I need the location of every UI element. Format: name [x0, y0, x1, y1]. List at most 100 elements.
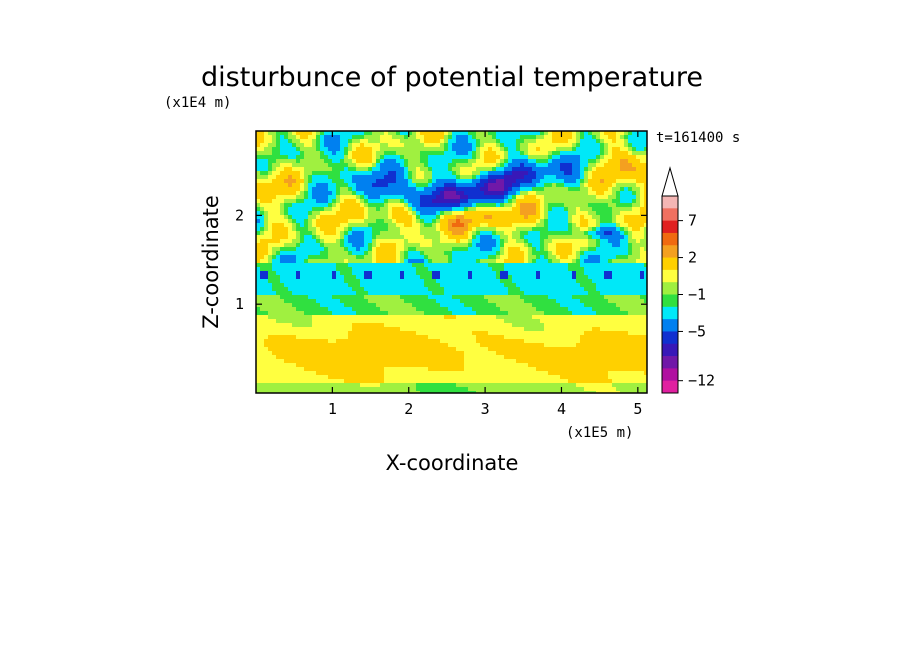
heatmap-cell [452, 207, 457, 212]
heatmap-cell [600, 271, 605, 276]
heatmap-cell [304, 239, 309, 244]
heatmap-cell [388, 135, 393, 140]
heatmap-cell [308, 215, 313, 220]
heatmap-cell [512, 207, 517, 212]
heatmap-cell [404, 307, 409, 312]
heatmap-cell [288, 211, 293, 216]
heatmap-cell [336, 255, 341, 260]
heatmap-cell [540, 259, 545, 264]
heatmap-cell [568, 243, 573, 248]
heatmap-cell [400, 287, 405, 292]
heatmap-cell [364, 195, 369, 200]
heatmap-cell [556, 315, 561, 320]
heatmap-cell [544, 159, 549, 164]
heatmap-cell [344, 331, 349, 336]
heatmap-cell [412, 167, 417, 172]
heatmap-cell [396, 295, 401, 300]
heatmap-cell [560, 223, 565, 228]
heatmap-cell [340, 283, 345, 288]
heatmap-cell [408, 283, 413, 288]
heatmap-cell [564, 283, 569, 288]
heatmap-cell [280, 203, 285, 208]
heatmap-cell [604, 255, 609, 260]
heatmap-cell [284, 299, 289, 304]
heatmap-cell [352, 179, 357, 184]
heatmap-cell [464, 163, 469, 168]
heatmap-cell [564, 263, 569, 268]
heatmap-cell [624, 139, 629, 144]
heatmap-cell [256, 223, 261, 228]
heatmap-cell [344, 183, 349, 188]
heatmap-cell [372, 247, 377, 252]
heatmap-cell [548, 283, 553, 288]
heatmap-cell [496, 331, 501, 336]
heatmap-cell [564, 239, 569, 244]
heatmap-cell [588, 299, 593, 304]
heatmap-cell [608, 327, 613, 332]
heatmap-cell [592, 327, 597, 332]
heatmap-cell [500, 235, 505, 240]
heatmap-cell [332, 195, 337, 200]
heatmap-cell [624, 159, 629, 164]
heatmap-cell [492, 259, 497, 264]
heatmap-cell [320, 227, 325, 232]
heatmap-cell [560, 151, 565, 156]
heatmap-cell [364, 219, 369, 224]
heatmap-cell [628, 143, 633, 148]
heatmap-cell [556, 175, 561, 180]
heatmap-cell [472, 291, 477, 296]
heatmap-cell [404, 227, 409, 232]
heatmap-cell [508, 223, 513, 228]
heatmap-cell [272, 187, 277, 192]
heatmap-cell [264, 267, 269, 272]
heatmap-cell [376, 131, 381, 136]
heatmap-cell [544, 135, 549, 140]
heatmap-cell [444, 243, 449, 248]
heatmap-cell [472, 175, 477, 180]
heatmap-cell [360, 135, 365, 140]
heatmap-cell [624, 231, 629, 236]
heatmap-cell [548, 235, 553, 240]
heatmap-cell [548, 251, 553, 256]
heatmap-cell [312, 307, 317, 312]
heatmap-cell [324, 191, 329, 196]
heatmap-cell [356, 247, 361, 252]
heatmap-cell [416, 163, 421, 168]
heatmap-cell [400, 215, 405, 220]
heatmap-cell [480, 307, 485, 312]
heatmap-cell [596, 311, 601, 316]
heatmap-cell [348, 295, 353, 300]
heatmap-cell [396, 311, 401, 316]
heatmap-cell [420, 211, 425, 216]
heatmap-cell [480, 151, 485, 156]
heatmap-cell [592, 215, 597, 220]
heatmap-cell [552, 227, 557, 232]
heatmap-cell [544, 231, 549, 236]
heatmap-cell [448, 263, 453, 268]
heatmap-cell [364, 135, 369, 140]
heatmap-cell [384, 139, 389, 144]
heatmap-cell [620, 231, 625, 236]
heatmap-cell [600, 327, 605, 332]
heatmap-cell [584, 135, 589, 140]
heatmap-cell [548, 231, 553, 236]
heatmap-cell [556, 171, 561, 176]
heatmap-cell [624, 187, 629, 192]
heatmap-cell [508, 143, 513, 148]
heatmap-cell [300, 255, 305, 260]
heatmap-cell [408, 303, 413, 308]
heatmap-cell [320, 267, 325, 272]
heatmap-cell [564, 327, 569, 332]
heatmap-cell [560, 199, 565, 204]
heatmap-cell [376, 319, 381, 324]
heatmap-cell [520, 143, 525, 148]
heatmap-cell [388, 299, 393, 304]
heatmap-cell [552, 327, 557, 332]
heatmap-cell [596, 151, 601, 156]
heatmap-cell [616, 135, 621, 140]
heatmap-cell [408, 267, 413, 272]
heatmap-cell [536, 159, 541, 164]
heatmap-cell [520, 135, 525, 140]
heatmap-cell [640, 155, 645, 160]
heatmap-cell [580, 207, 585, 212]
